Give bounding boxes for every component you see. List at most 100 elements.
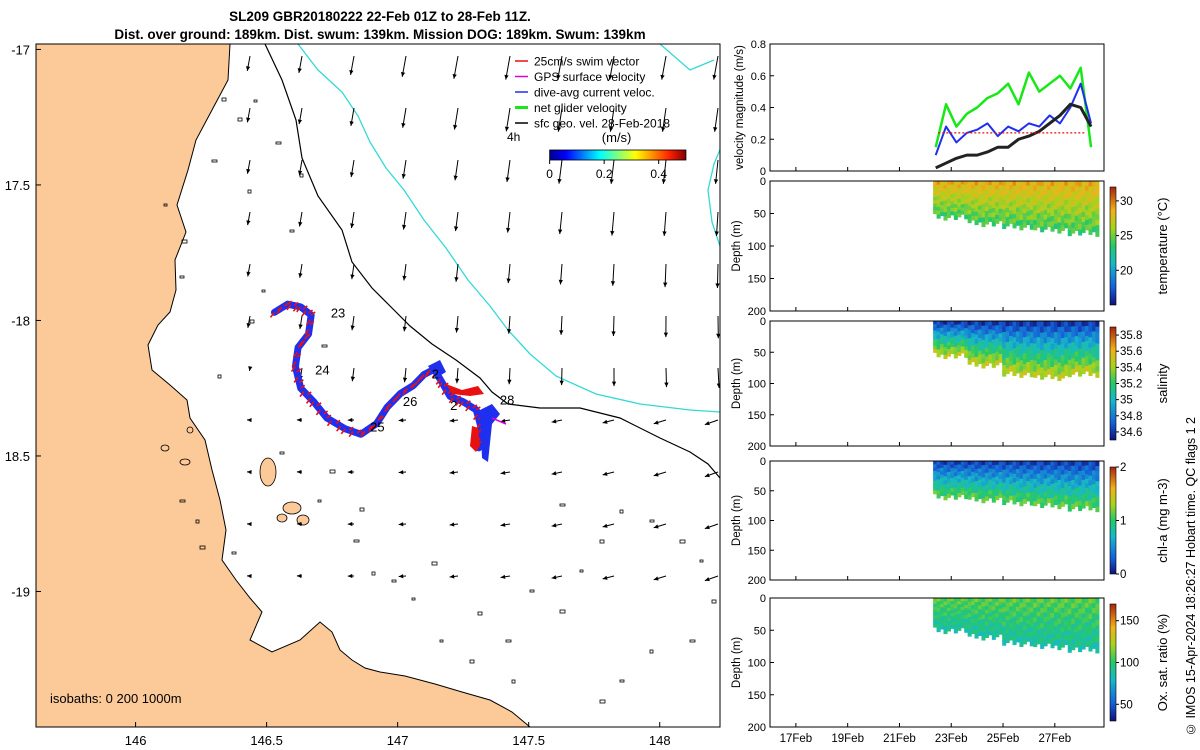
salinity-panel-cell xyxy=(974,325,979,331)
chla-panel-cell xyxy=(1015,465,1021,470)
temperature-panel-cell xyxy=(971,212,976,217)
chla-panel-cell xyxy=(988,490,993,495)
temperature-panel-cell xyxy=(977,185,983,190)
chla-panel-cell xyxy=(1081,461,1086,467)
oxygen-panel-cell xyxy=(943,601,948,606)
salinity-panel-cell xyxy=(1085,331,1090,337)
salinity-panel-cell xyxy=(967,359,972,365)
chla-panel-cell xyxy=(1009,488,1014,493)
isobath-1000m-north xyxy=(659,44,715,71)
chla-panel-cell xyxy=(1064,465,1069,471)
temperature-panel-cell xyxy=(1026,215,1031,221)
temperature-panel-cell xyxy=(946,202,951,208)
temperature-panel-cell xyxy=(1047,203,1052,209)
salinity-panel-cell xyxy=(1078,332,1083,339)
salinity-panel-cell xyxy=(1015,331,1021,338)
temperature-panel-cell xyxy=(967,185,972,190)
temperature-panel-cell xyxy=(1088,212,1093,219)
salinity-panel-cell xyxy=(1081,342,1086,348)
current-arrow xyxy=(611,367,617,387)
temperature-panel-cell xyxy=(977,213,983,219)
swim-vector xyxy=(326,414,332,419)
salinity-panel-cell xyxy=(1009,351,1014,357)
current-arrow xyxy=(248,366,253,372)
salinity-panel-cell xyxy=(1060,366,1065,373)
swim-vector xyxy=(465,405,471,412)
salinity-panel-cell xyxy=(988,325,993,330)
oxygen-panel-cell xyxy=(1019,627,1024,633)
chla-panel-cell xyxy=(1078,505,1083,511)
oxygen-panel-cell xyxy=(1053,635,1058,641)
oxygen-panel-cell xyxy=(1074,622,1079,629)
chla-panel-cell xyxy=(1071,499,1076,505)
oxygen-panel-cell xyxy=(1009,602,1014,607)
chla-panel-cell xyxy=(943,491,948,497)
temperature-panel-cell xyxy=(1026,211,1031,217)
salinity-panel-cell xyxy=(984,347,989,353)
temperature-panel-cell xyxy=(1029,185,1034,192)
temperature-panel-cell xyxy=(1091,221,1096,228)
temperature-panel-cell xyxy=(1029,195,1034,201)
chla-panel-cell xyxy=(1026,480,1031,486)
chla-panel-cell xyxy=(1009,461,1014,466)
chla-panel-cell xyxy=(981,490,986,495)
current-arrow xyxy=(504,55,511,80)
oxygen-panel-cell xyxy=(991,622,996,628)
chla-panel-cell xyxy=(943,488,948,493)
temperature-panel-cell xyxy=(1036,181,1041,187)
reef xyxy=(253,99,258,103)
current-arrow-head xyxy=(507,379,512,385)
current-arrow-head xyxy=(350,223,355,229)
chla-panel-cell xyxy=(1012,482,1017,488)
temperature-panel-cell xyxy=(1040,221,1045,228)
chla-panel-cell xyxy=(964,483,969,488)
temperature-panel-cell xyxy=(1012,223,1017,229)
oxygen-panel-cell xyxy=(1033,627,1038,633)
depth-tick-label: 0 xyxy=(760,316,766,328)
salinity-panel-cell xyxy=(998,345,1003,351)
salinity-panel-cell xyxy=(1040,338,1045,345)
temperature-panel-cell xyxy=(1067,186,1072,193)
temperature-panel-cell xyxy=(1029,224,1034,230)
salinity-panel-cell xyxy=(1047,347,1052,354)
current-arrow xyxy=(559,367,564,386)
swim-vector xyxy=(297,343,303,349)
reef xyxy=(619,509,624,514)
temperature-panel-cell xyxy=(1067,224,1072,231)
current-arrow-head xyxy=(505,177,510,182)
current-arrow-head xyxy=(602,471,608,476)
oxygen-panel-cell xyxy=(1064,611,1069,618)
oxygen-panel-cell xyxy=(936,611,941,616)
chla-panel-cell xyxy=(1043,465,1048,471)
oxygen-panel-cell xyxy=(1060,598,1065,604)
chla-panel-cell xyxy=(953,472,958,477)
temperature-panel-cell xyxy=(1019,181,1024,187)
current-arrow-head xyxy=(402,326,407,332)
current-arrow-head xyxy=(602,419,608,424)
oxygen-panel-cell xyxy=(1091,633,1096,639)
temperature-panel-cell xyxy=(1088,202,1093,209)
salinity-panel-cell xyxy=(991,334,996,341)
temperature-panel-cell xyxy=(1022,208,1027,214)
temperature-panel-cell xyxy=(1002,195,1007,201)
chla-panel-cell xyxy=(1074,470,1079,476)
temperature-panel-cell xyxy=(971,184,976,190)
oxygen-panel-cell xyxy=(1057,628,1062,635)
salinity-panel-cell xyxy=(977,350,983,356)
current-arrow xyxy=(608,107,615,132)
current-arrow-head xyxy=(713,126,718,132)
oxygen-panel-cell xyxy=(974,613,979,619)
oxygen-panel-cell xyxy=(967,605,972,611)
salinity-panel-cell xyxy=(967,329,972,335)
temperature-panel-cell xyxy=(1064,213,1069,220)
chla-panel-cell xyxy=(1040,479,1045,485)
colorbar-tick-label: 1 xyxy=(1120,516,1126,528)
salinity-panel-cell xyxy=(991,321,996,327)
oxygen-panel-cell xyxy=(1033,602,1038,609)
oxygen-panel-cell xyxy=(1029,598,1034,604)
temperature-panel-cell xyxy=(967,189,972,195)
chla-panel-cell xyxy=(953,487,958,493)
chla-panel-cell xyxy=(991,473,996,479)
chla-panel-cell xyxy=(943,484,948,489)
salinity-panel-cell xyxy=(936,345,941,351)
